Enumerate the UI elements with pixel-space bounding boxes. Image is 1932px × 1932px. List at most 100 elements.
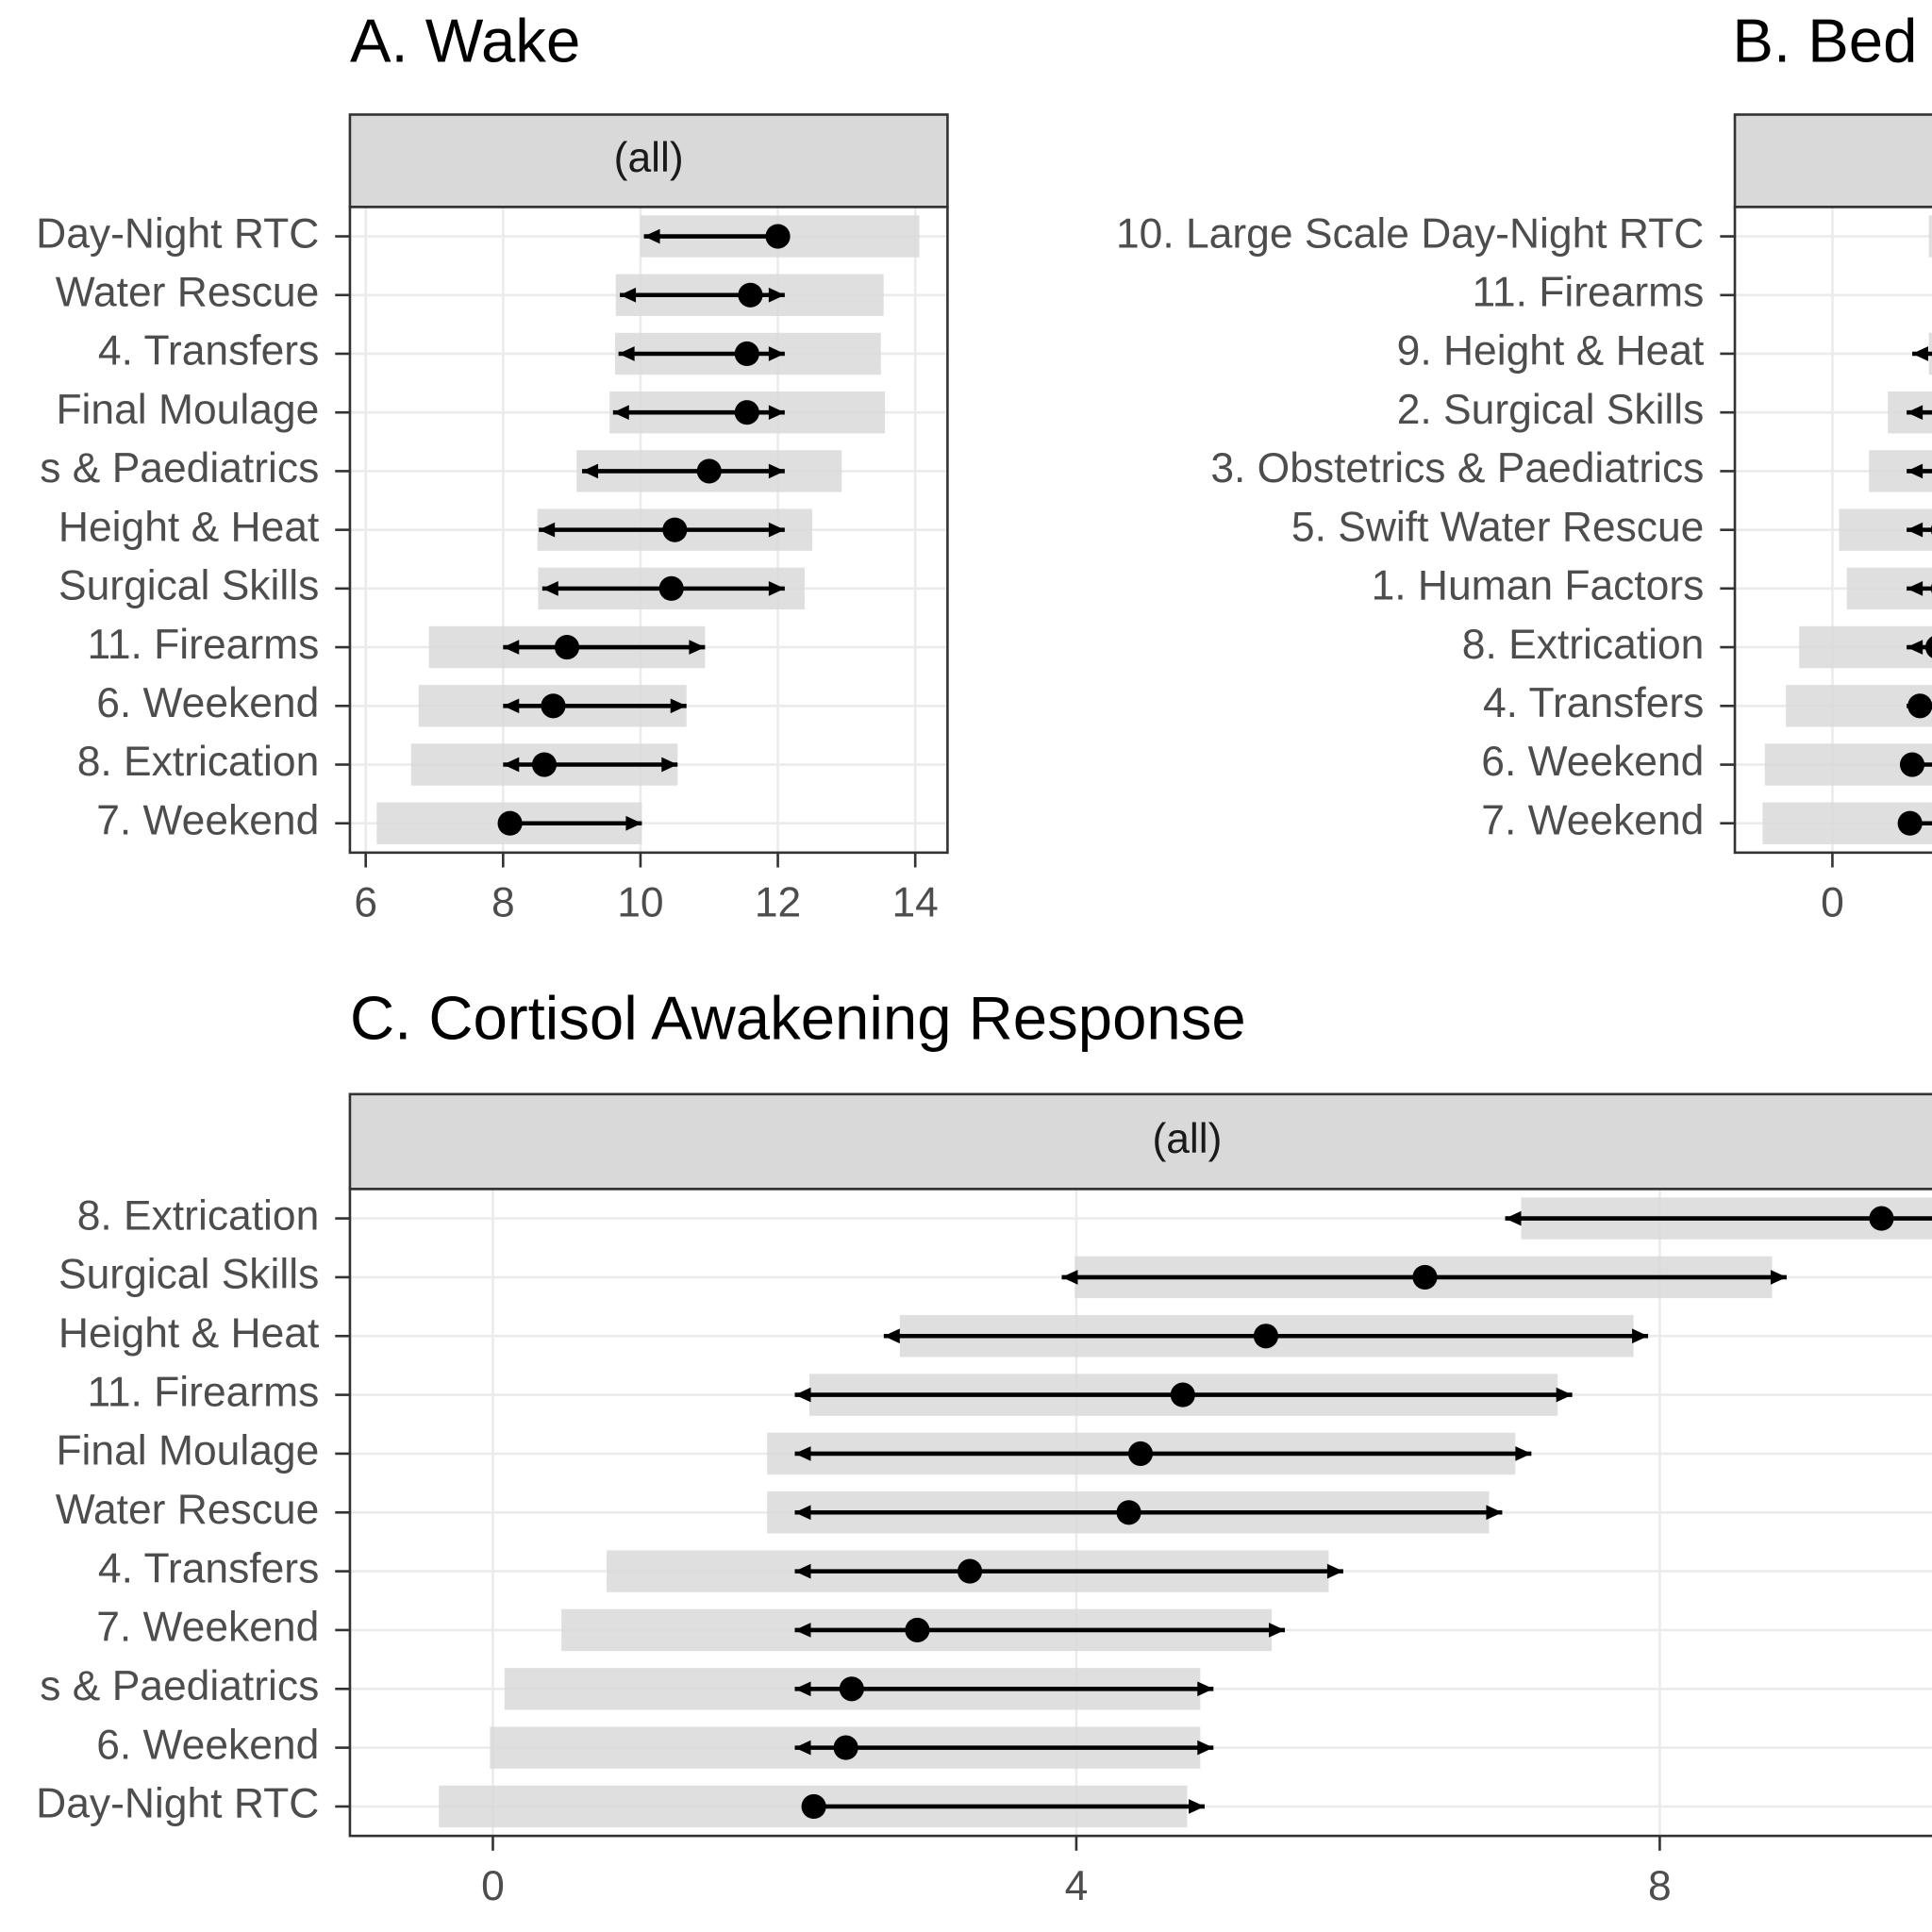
point-estimate — [1907, 693, 1932, 719]
arrow-head — [768, 346, 785, 361]
facet-strip — [348, 113, 949, 208]
arrow-head — [670, 698, 687, 714]
y-tick-label: 11. Firearms — [1473, 269, 1705, 315]
arrow-head — [768, 287, 785, 303]
panel-title: C. Cortisol Awakening Response — [350, 983, 1246, 1052]
arrow-head — [689, 640, 706, 655]
point-estimate — [541, 693, 566, 719]
arrow-head — [1632, 1328, 1649, 1344]
arrow-head — [620, 287, 637, 303]
arrow-head — [643, 228, 660, 244]
point-estimate — [734, 400, 759, 425]
strip-label: (all) — [1152, 1116, 1222, 1162]
y-tick-label: Water Rescue — [56, 1487, 320, 1533]
point-estimate — [1869, 1206, 1894, 1231]
point-estimate — [905, 1617, 930, 1643]
point-estimate — [1127, 1441, 1154, 1466]
y-tick-label: 4. Transfers — [98, 328, 319, 375]
point-estimate — [658, 575, 684, 601]
arrow-head — [1907, 640, 1924, 655]
point-estimate — [833, 1735, 858, 1760]
point-estimate — [531, 752, 558, 777]
y-tick-label: 1. Human Factors — [1372, 563, 1705, 609]
arrow-head — [1486, 1505, 1503, 1521]
arrow-head — [1907, 463, 1924, 479]
point-estimate — [738, 282, 763, 308]
y-tick-label: 7. Weekend — [96, 1605, 319, 1651]
arrow-head — [794, 1387, 811, 1403]
panel-border — [1733, 206, 1932, 855]
y-tick-label: 7. Weekend — [1481, 797, 1704, 843]
arrow-head — [794, 1681, 811, 1697]
y-tick-label: Day-Night RTC — [36, 210, 319, 257]
range-bar — [1928, 215, 1932, 258]
point-estimate — [734, 341, 759, 367]
arrow-head — [768, 522, 785, 538]
panel-title: B. Bed — [1732, 7, 1917, 75]
y-tick-label: 8. Extrication — [77, 739, 320, 785]
y-tick-label: Water Rescue — [56, 269, 320, 315]
arrow-head — [1326, 1563, 1343, 1579]
y-tick-label: 6. Weekend — [96, 680, 319, 726]
y-tick-label: 5. Swift Water Rescue — [1291, 504, 1704, 550]
y-tick-label: 9. Height & Heat — [1397, 328, 1705, 375]
arrow-head — [1505, 1210, 1522, 1226]
point-estimate — [839, 1676, 864, 1702]
arrow-head — [539, 522, 556, 538]
y-tick-label: 7. Weekend — [96, 797, 319, 843]
point-estimate — [1116, 1500, 1141, 1525]
y-tick-label: 3. Obstetrics & Paediatrics — [1210, 445, 1704, 491]
arrow-head — [1907, 581, 1924, 596]
arrow-head — [1770, 1270, 1787, 1285]
x-tick-label: 12 — [755, 880, 801, 926]
point-estimate — [554, 635, 580, 660]
y-tick-label: 11. Firearms — [87, 622, 319, 668]
y-tick-label: 8. Extrication — [1462, 622, 1705, 668]
arrow-head — [582, 463, 599, 479]
y-tick-label: 4. Transfers — [98, 1545, 319, 1591]
strip-label: (all) — [614, 135, 684, 181]
arrow-head — [794, 1740, 811, 1756]
point-estimate — [1897, 810, 1923, 836]
y-tick-label: 6. Weekend — [96, 1722, 319, 1768]
panel-border — [348, 1188, 1932, 1838]
arrow-head — [1197, 1740, 1214, 1756]
arrow-head — [794, 1563, 811, 1579]
facet-strip — [348, 1092, 1932, 1191]
point-estimate — [1412, 1264, 1438, 1290]
arrow-head — [1515, 1446, 1532, 1461]
point-estimate — [662, 517, 688, 542]
x-tick-label: 4 — [1065, 1863, 1089, 1909]
y-tick-label: Final Moulage — [56, 387, 319, 433]
arrow-head — [503, 757, 520, 773]
point-estimate — [958, 1558, 983, 1584]
point-estimate — [1899, 752, 1925, 777]
arrow-head — [1061, 1270, 1078, 1285]
arrow-head — [612, 405, 629, 421]
arrow-head — [618, 346, 635, 361]
y-tick-label: Surgical Skills — [58, 1252, 319, 1298]
arrow-head — [1907, 522, 1924, 538]
arrow-head — [661, 757, 678, 773]
x-tick-label: 10 — [617, 880, 663, 926]
y-tick-label: 8. Extrication — [77, 1192, 320, 1239]
x-tick-label: 0 — [481, 1863, 505, 1909]
point-estimate — [801, 1793, 826, 1820]
arrow-head — [768, 463, 785, 479]
point-estimate — [696, 458, 722, 484]
y-tick-label: 2. Surgical Skills — [1397, 387, 1705, 433]
x-tick-label: 8 — [491, 880, 515, 926]
arrow-head — [794, 1446, 811, 1461]
arrow-head — [1189, 1799, 1206, 1814]
arrow-head — [1912, 346, 1929, 361]
arrow-head — [794, 1623, 811, 1638]
arrow-head — [768, 405, 785, 421]
y-tick-label: Surgical Skills — [58, 563, 319, 609]
y-tick-label: 4. Transfers — [1483, 680, 1704, 726]
y-tick-label: Final Moulage — [56, 1428, 319, 1474]
point-estimate — [1253, 1324, 1279, 1349]
y-tick-label: Height & Heat — [58, 504, 320, 550]
y-tick-label: 6. Weekend — [1481, 739, 1704, 785]
